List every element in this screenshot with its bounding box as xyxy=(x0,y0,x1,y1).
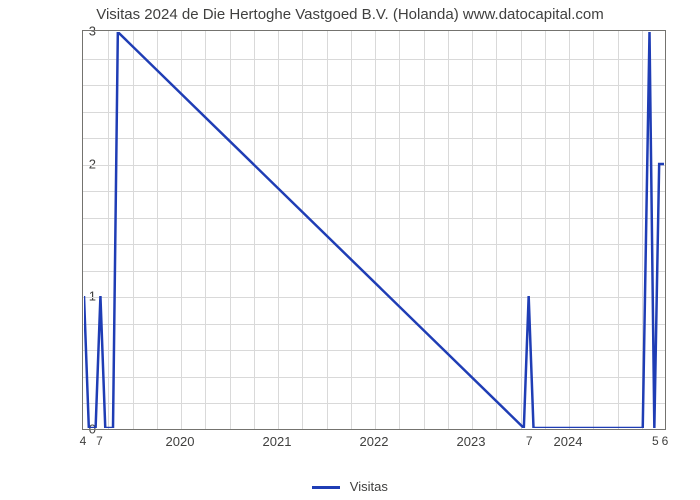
data-point-label: 4 xyxy=(80,434,87,448)
data-point-label: 6 xyxy=(662,434,669,448)
data-point-label: 7 xyxy=(526,434,533,448)
chart-title: Visitas 2024 de Die Hertoghe Vastgoed B.… xyxy=(0,6,700,23)
chart-container: Visitas 2024 de Die Hertoghe Vastgoed B.… xyxy=(0,0,700,500)
legend-label: Visitas xyxy=(350,479,388,494)
x-axis-label: 2020 xyxy=(166,434,195,449)
plot-area xyxy=(82,30,666,430)
x-axis-label: 2021 xyxy=(263,434,292,449)
line-series xyxy=(83,31,665,429)
data-point-label: 7 xyxy=(96,434,103,448)
legend: Visitas xyxy=(0,479,700,494)
x-axis-label: 2024 xyxy=(554,434,583,449)
legend-swatch xyxy=(312,486,340,489)
data-point-label: 5 xyxy=(652,434,659,448)
x-axis-label: 2022 xyxy=(360,434,389,449)
plot-outer: 0123 20202021202220232024 47756 xyxy=(60,30,688,450)
x-axis-label: 2023 xyxy=(457,434,486,449)
line-path xyxy=(84,32,664,428)
